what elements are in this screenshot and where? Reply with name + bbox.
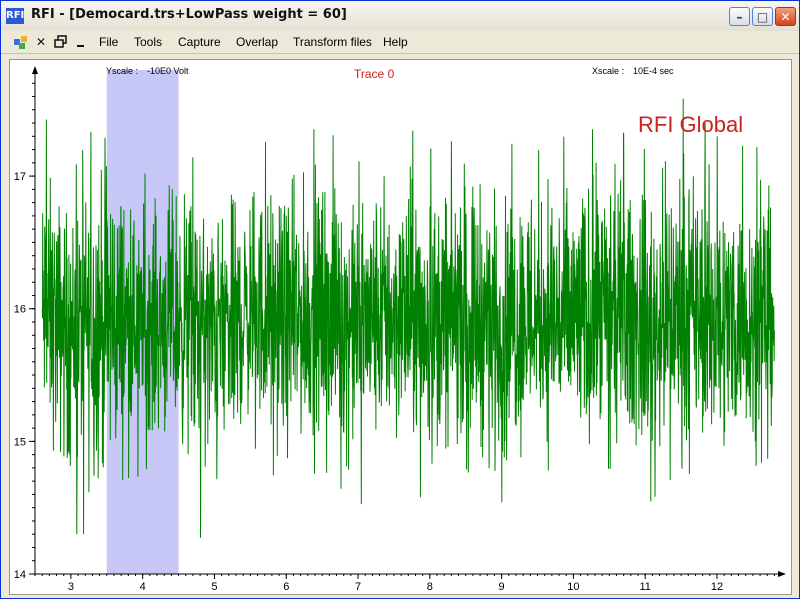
menu-tools[interactable]: Tools [134,35,163,49]
x-tick-label-6: 6 [283,581,289,593]
x-axis-arrow-icon [778,571,786,577]
minimize-doc-icon[interactable] [73,34,89,50]
maximize-button[interactable]: □ [752,7,773,26]
watermark-logo-text: RFI Global [638,112,743,137]
minimize-button[interactable]: – [729,7,750,26]
maximize-icon: □ [756,10,769,24]
plot-area[interactable]: 3 4 5 6 7 8 9 10 11 12 14 15 16 17 Yscale : -10E0 Vol… [9,59,792,595]
menu-file[interactable]: File [99,35,119,49]
trace-label: Trace 0 [354,67,395,81]
y-tick-label-16: 16 [14,304,26,316]
restore-doc-icon[interactable] [53,34,69,50]
menu-bar: ✕ File Tools Capture Overlap Transform f… [1,31,799,54]
x-tick-label-11: 11 [639,581,650,593]
x-tick-label-12: 12 [711,581,723,593]
y-tick-label-15: 15 [14,436,26,448]
yscale-label: Yscale : [106,66,138,76]
title-bar[interactable]: RFI RFI - [Democard.trs+LowPass weight =… [1,1,799,32]
app-logo-icon[interactable]: RFI [6,8,24,24]
x-tick-label-4: 4 [140,581,146,593]
x-tick-label-3: 3 [68,581,74,593]
minimize-icon: – [736,10,743,24]
minimize-doc-icon-graphic [77,45,84,47]
signal-line [41,98,775,538]
signal-chart[interactable]: 3 4 5 6 7 8 9 10 11 12 14 15 16 17 Yscale : -10E0 Vol… [10,60,791,594]
menu-capture[interactable]: Capture [178,35,221,49]
close-icon: ✕ [780,10,791,24]
axis-ticks: 3 4 5 6 7 8 9 10 11 12 14 15 16 17 [14,82,775,593]
xscale-value: 10E-4 sec [633,66,674,76]
app-menu-icon[interactable] [13,34,29,50]
menu-transform-files[interactable]: Transform files [293,35,372,49]
y-tick-label-14: 14 [14,569,26,581]
menu-overlap[interactable]: Overlap [236,35,279,49]
x-tick-label-5: 5 [211,581,217,593]
restore-doc-icon-graphic [54,35,67,48]
y-axis-arrow-icon [32,66,38,74]
x-tick-label-8: 8 [427,581,433,593]
close-doc-icon[interactable]: ✕ [35,35,47,49]
xscale-label: Xscale : [592,66,624,76]
x-tick-label-9: 9 [499,581,505,593]
y-tick-label-17: 17 [14,171,26,183]
close-button[interactable]: ✕ [775,7,796,26]
app-menu-icon-graphic [14,36,27,49]
yscale-value: -10E0 Volt [147,66,189,76]
window-title: RFI - [Democard.trs+LowPass weight = 60] [31,7,347,22]
x-tick-label-7: 7 [355,581,361,593]
signal-trace [41,98,775,538]
x-tick-label-10: 10 [567,581,579,593]
menu-help[interactable]: Help [383,35,408,49]
